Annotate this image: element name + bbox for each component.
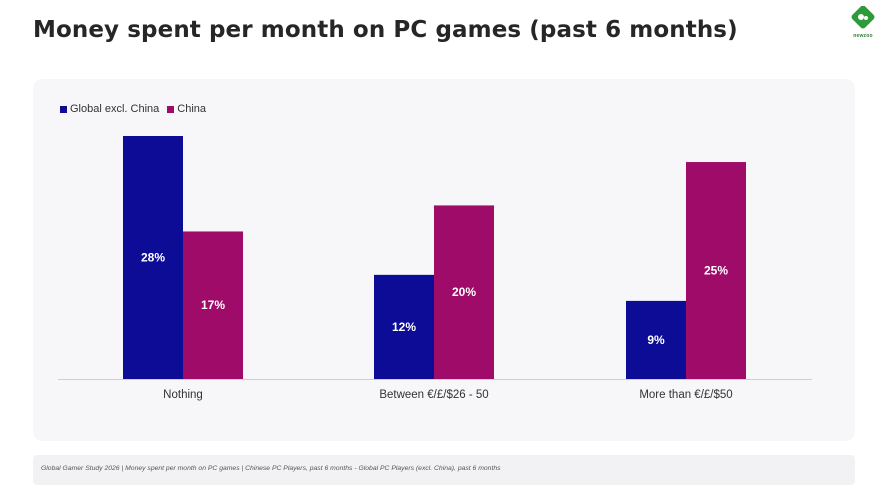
legend-item-china: China [167,103,206,115]
legend-label-global: Global excl. China [70,103,160,115]
bar-global-1 [374,274,434,379]
source-footer: Global Gamer Study 2026 | Money spent pe… [33,455,855,485]
data-label-global-2: 9% [647,333,665,347]
bar-china-0 [183,231,243,379]
newzoo-logo: newzoo [848,5,878,42]
data-label-china-0: 17% [201,298,225,312]
legend-swatch-china [167,105,175,113]
data-label-global-0: 28% [141,251,165,265]
data-label-china-1: 20% [452,285,476,299]
newzoo-logo-icon [851,5,875,29]
bar-global-0 [123,136,183,379]
legend-swatch-global [60,105,67,113]
source-text: Global Gamer Study 2026 | Money spent pe… [41,465,501,472]
logo-text: newzoo [853,33,873,39]
data-label-china-2: 25% [704,264,728,278]
bar-china-1 [434,205,494,379]
x-tick-label-1: Between €/£/$26 - 50 [379,389,488,401]
bar-global-2 [626,300,686,379]
bar-china-2 [686,162,746,379]
x-tick-label-2: More than €/£/$50 [639,389,732,401]
legend-label-china: China [177,103,207,115]
x-tick-label-0: Nothing [163,389,203,401]
page-title: Money spent per month on PC games (past … [33,17,738,43]
data-label-global-1: 12% [392,320,416,334]
chart-legend: Global excl. China China [60,103,214,115]
legend-item-global: Global excl. China [60,103,159,115]
